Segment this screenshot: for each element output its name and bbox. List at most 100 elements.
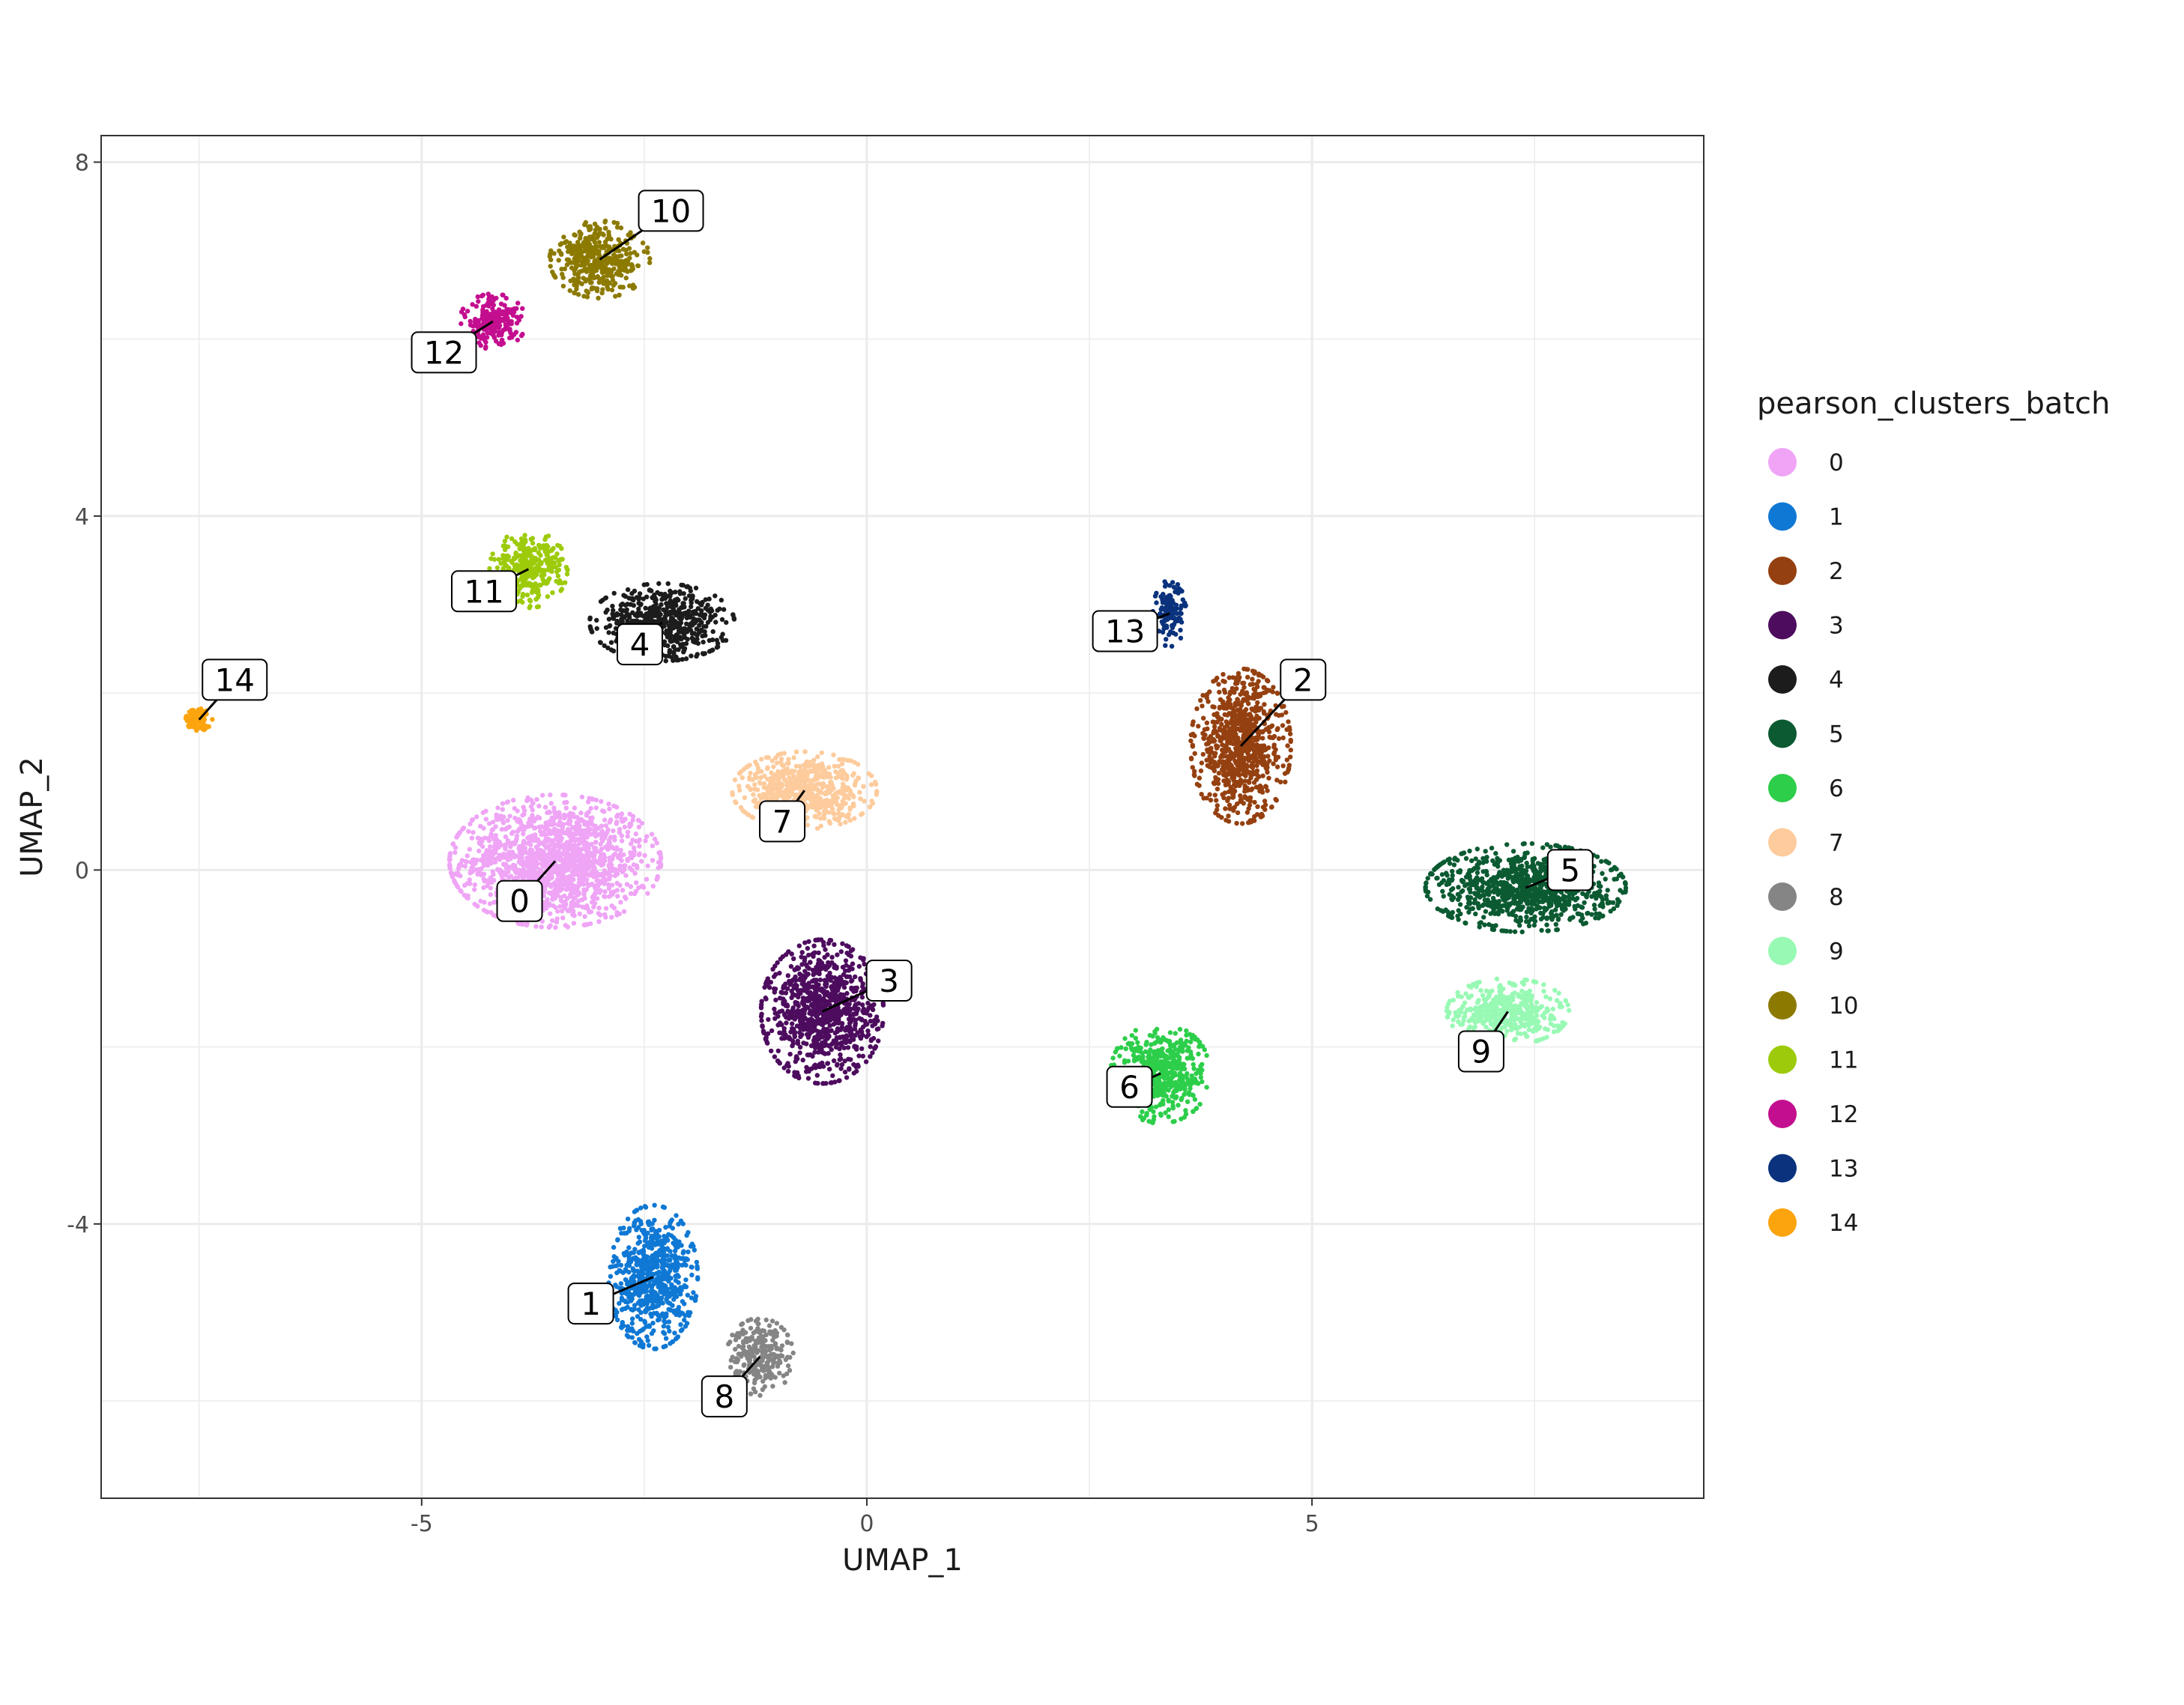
data-point xyxy=(573,903,578,908)
data-point xyxy=(694,653,699,659)
data-point xyxy=(647,1222,652,1228)
data-point xyxy=(759,1018,764,1023)
data-point xyxy=(493,833,498,838)
data-point xyxy=(614,1317,620,1323)
data-point xyxy=(678,1218,684,1224)
data-point xyxy=(679,637,684,642)
data-point xyxy=(530,867,536,873)
data-point xyxy=(1283,709,1289,715)
data-point xyxy=(450,874,456,879)
data-point xyxy=(844,1075,850,1080)
data-point xyxy=(827,1067,832,1072)
data-point xyxy=(682,1258,688,1263)
data-point xyxy=(772,1054,778,1059)
data-point xyxy=(650,611,656,616)
data-point xyxy=(613,1282,618,1288)
data-point xyxy=(713,593,718,599)
data-point xyxy=(1274,691,1280,696)
data-point xyxy=(634,614,640,619)
data-point xyxy=(607,820,612,825)
data-point xyxy=(713,620,719,625)
data-point xyxy=(1223,806,1228,811)
data-point xyxy=(527,823,532,829)
data-point xyxy=(625,587,631,593)
data-point xyxy=(489,827,494,833)
data-point xyxy=(1239,747,1244,752)
data-point xyxy=(775,1023,781,1028)
data-point xyxy=(556,837,561,842)
data-point xyxy=(823,981,829,987)
data-point xyxy=(855,1062,861,1067)
data-point xyxy=(620,888,626,893)
data-point xyxy=(615,812,620,818)
data-point xyxy=(625,1217,631,1222)
data-point xyxy=(801,999,806,1004)
data-point xyxy=(615,871,620,876)
data-point xyxy=(641,1228,647,1233)
data-point xyxy=(539,918,545,924)
data-point xyxy=(590,823,596,828)
data-point xyxy=(557,815,563,820)
data-point xyxy=(657,859,662,864)
data-point xyxy=(685,1292,690,1298)
data-point xyxy=(642,1204,648,1209)
data-point xyxy=(662,1241,667,1246)
data-point xyxy=(808,960,813,965)
data-point xyxy=(666,1292,672,1298)
data-point xyxy=(1585,911,1590,916)
data-point xyxy=(593,797,599,803)
data-point xyxy=(623,873,629,878)
data-point xyxy=(524,841,530,846)
data-point xyxy=(483,817,488,822)
data-point xyxy=(1247,780,1252,785)
data-point xyxy=(856,1006,861,1011)
data-point xyxy=(588,909,593,915)
data-point xyxy=(515,808,520,814)
data-point xyxy=(618,602,623,608)
data-point xyxy=(519,867,525,873)
scatter-points xyxy=(183,218,1629,1398)
data-point xyxy=(809,1002,815,1007)
data-point xyxy=(644,834,650,839)
data-point xyxy=(804,1032,810,1038)
data-point xyxy=(599,862,605,868)
data-point xyxy=(638,1260,644,1265)
data-point xyxy=(606,802,611,807)
data-point xyxy=(599,823,605,829)
data-point xyxy=(1439,872,1445,877)
data-point xyxy=(1217,727,1223,733)
data-point xyxy=(552,895,558,901)
data-point xyxy=(641,885,647,890)
data-point xyxy=(611,866,616,872)
data-point xyxy=(849,1027,854,1032)
data-point xyxy=(1207,764,1212,769)
data-point xyxy=(786,1035,792,1040)
data-point xyxy=(607,858,612,863)
data-point xyxy=(1234,736,1239,742)
data-point xyxy=(1223,773,1229,779)
data-point xyxy=(775,1059,781,1064)
data-point xyxy=(674,612,679,618)
data-point xyxy=(459,888,464,894)
data-point xyxy=(458,873,463,879)
data-point xyxy=(1237,710,1242,715)
data-point xyxy=(1288,748,1294,753)
data-point xyxy=(680,1250,686,1256)
data-point xyxy=(629,596,635,602)
data-point xyxy=(597,890,602,895)
data-point xyxy=(517,871,522,876)
data-point xyxy=(847,1002,852,1007)
data-point xyxy=(641,1252,646,1258)
data-point xyxy=(596,911,602,916)
data-point xyxy=(590,862,596,867)
data-point xyxy=(833,1044,839,1050)
data-point xyxy=(805,1076,811,1081)
data-point xyxy=(819,987,825,993)
data-point xyxy=(529,876,534,882)
data-point xyxy=(505,818,510,823)
data-point xyxy=(536,870,542,876)
data-point xyxy=(1280,763,1286,769)
data-point xyxy=(689,631,695,636)
data-point xyxy=(536,842,542,847)
data-point xyxy=(850,966,855,972)
